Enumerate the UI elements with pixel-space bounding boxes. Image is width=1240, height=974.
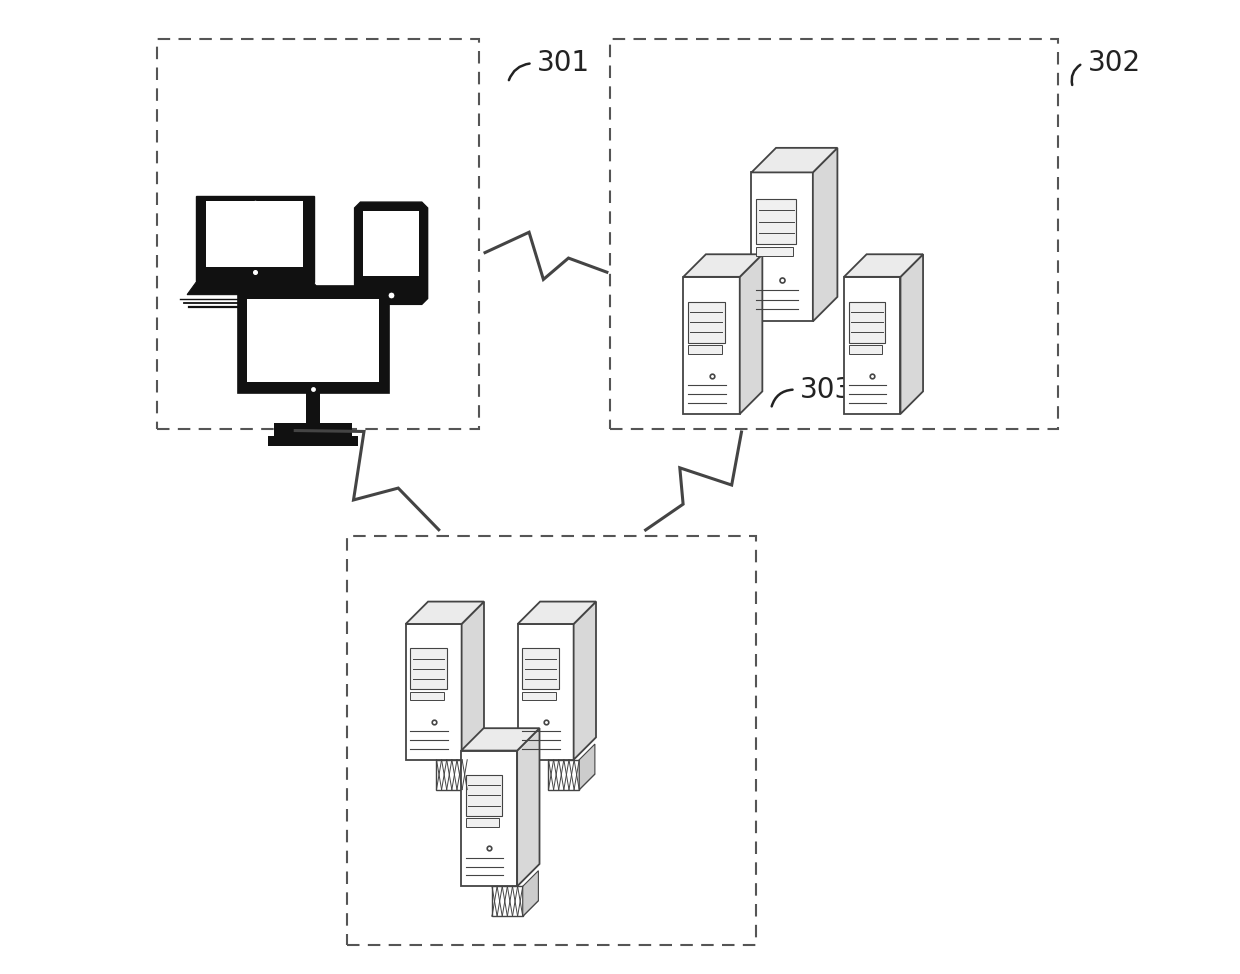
Bar bbox=[688, 346, 722, 354]
Polygon shape bbox=[492, 886, 523, 917]
Polygon shape bbox=[844, 254, 923, 277]
Bar bbox=[410, 692, 444, 700]
Polygon shape bbox=[683, 254, 763, 277]
Bar bbox=[306, 393, 320, 423]
Polygon shape bbox=[196, 196, 314, 282]
Polygon shape bbox=[187, 282, 322, 294]
Polygon shape bbox=[492, 901, 538, 917]
Polygon shape bbox=[848, 302, 885, 343]
Text: 301: 301 bbox=[537, 50, 590, 77]
Polygon shape bbox=[518, 602, 596, 624]
Polygon shape bbox=[238, 286, 388, 393]
Polygon shape bbox=[683, 277, 740, 414]
Polygon shape bbox=[405, 602, 484, 624]
Polygon shape bbox=[751, 172, 813, 321]
Polygon shape bbox=[461, 751, 517, 886]
Polygon shape bbox=[900, 254, 923, 414]
Polygon shape bbox=[436, 774, 482, 790]
Polygon shape bbox=[844, 277, 900, 414]
Polygon shape bbox=[522, 649, 558, 690]
Polygon shape bbox=[466, 775, 502, 816]
FancyArrowPatch shape bbox=[1071, 65, 1080, 85]
Bar bbox=[274, 423, 352, 436]
Polygon shape bbox=[756, 200, 796, 244]
Bar bbox=[268, 436, 358, 446]
Polygon shape bbox=[688, 302, 724, 343]
Polygon shape bbox=[751, 148, 837, 172]
Polygon shape bbox=[355, 203, 428, 304]
Polygon shape bbox=[579, 744, 595, 790]
Bar bbox=[248, 299, 379, 382]
Polygon shape bbox=[548, 760, 579, 790]
Polygon shape bbox=[467, 744, 482, 790]
Bar bbox=[522, 692, 556, 700]
Bar bbox=[206, 201, 304, 267]
Bar bbox=[848, 346, 883, 354]
Bar bbox=[363, 211, 419, 277]
Text: 302: 302 bbox=[1087, 50, 1141, 77]
FancyArrowPatch shape bbox=[771, 390, 792, 406]
Polygon shape bbox=[461, 729, 539, 751]
Polygon shape bbox=[517, 729, 539, 886]
Polygon shape bbox=[410, 649, 446, 690]
Polygon shape bbox=[405, 624, 461, 760]
Polygon shape bbox=[740, 254, 763, 414]
FancyArrowPatch shape bbox=[508, 63, 529, 80]
Bar bbox=[466, 818, 500, 827]
Polygon shape bbox=[813, 148, 837, 321]
Polygon shape bbox=[518, 624, 574, 760]
Polygon shape bbox=[436, 760, 467, 790]
Text: 303: 303 bbox=[800, 376, 853, 403]
Polygon shape bbox=[461, 602, 484, 760]
Polygon shape bbox=[523, 871, 538, 917]
Bar bbox=[756, 246, 794, 256]
Polygon shape bbox=[548, 774, 595, 790]
Polygon shape bbox=[574, 602, 596, 760]
